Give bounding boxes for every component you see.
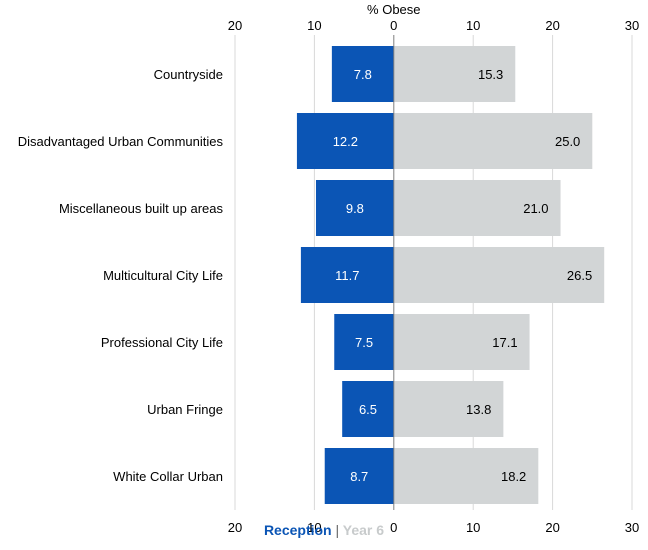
tick-label-top: 20 — [228, 18, 242, 33]
chart-title: % Obese — [367, 2, 420, 17]
tick-label-top: 30 — [625, 18, 639, 33]
tick-label-bottom: 30 — [625, 520, 639, 535]
bar-year6 — [393, 113, 593, 169]
data-label-year6: 26.5 — [567, 268, 592, 283]
legend-year6: Year 6 — [342, 522, 385, 538]
bar-reception — [331, 46, 394, 102]
category-label: Urban Fringe — [147, 402, 223, 417]
data-label-reception: 11.7 — [335, 268, 359, 283]
bar-year6 — [393, 381, 504, 437]
bar-year6 — [393, 46, 516, 102]
category-label: Multicultural City Life — [103, 268, 223, 283]
data-label-year6: 17.1 — [492, 335, 517, 350]
bar-year6 — [393, 247, 605, 303]
tick-label-top: 20 — [545, 18, 559, 33]
category-label: White Collar Urban — [113, 469, 223, 484]
tick-label-top: 0 — [390, 18, 397, 33]
data-label-year6: 21.0 — [523, 201, 548, 216]
bar-reception — [300, 247, 394, 303]
data-label-year6: 15.3 — [478, 67, 503, 82]
bar-year6 — [393, 314, 530, 370]
data-label-reception: 12.2 — [333, 134, 358, 149]
bar-year6 — [393, 180, 561, 236]
data-label-reception: 9.8 — [346, 201, 364, 216]
bar-reception — [342, 381, 394, 437]
category-label: Professional City Life — [101, 335, 223, 350]
tick-label-bottom: 10 — [307, 520, 321, 535]
category-label: Miscellaneous built up areas — [59, 201, 224, 216]
data-label-reception: 8.7 — [350, 469, 368, 484]
data-label-reception: 6.5 — [359, 402, 377, 417]
tick-label-bottom: 20 — [228, 520, 242, 535]
tick-label-bottom: 0 — [390, 520, 397, 535]
tick-label-bottom: 20 — [545, 520, 559, 535]
tick-label-top: 10 — [307, 18, 321, 33]
data-label-year6: 18.2 — [501, 469, 526, 484]
bar-reception — [296, 113, 394, 169]
legend: Reception | Year 6 — [0, 522, 648, 538]
tick-label-top: 10 — [466, 18, 480, 33]
tick-label-bottom: 10 — [466, 520, 480, 535]
bar-reception — [315, 180, 394, 236]
bar-reception — [324, 448, 394, 504]
data-label-reception: 7.8 — [354, 67, 372, 82]
data-label-reception: 7.5 — [355, 335, 373, 350]
data-label-year6: 25.0 — [555, 134, 580, 149]
category-label: Countryside — [154, 67, 223, 82]
bar-reception — [334, 314, 394, 370]
data-label-year6: 13.8 — [466, 402, 491, 417]
legend-separator: | — [335, 522, 340, 538]
category-label: Disadvantaged Urban Communities — [18, 134, 224, 149]
bar-year6 — [393, 448, 539, 504]
legend-reception: Reception — [263, 522, 332, 538]
